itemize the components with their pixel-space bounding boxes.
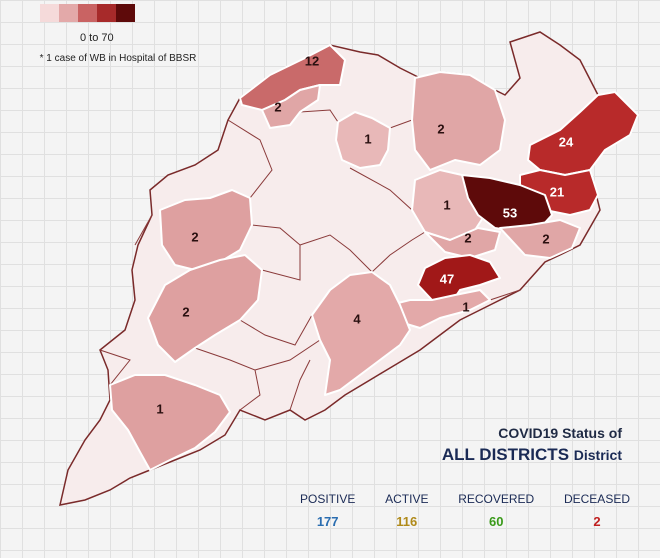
- legend-swatch: [59, 4, 78, 22]
- status-title: COVID19 Status of: [498, 425, 622, 441]
- district-border: [389, 119, 413, 129]
- district-count-label: 21: [550, 184, 564, 199]
- district-north-small: [261, 84, 321, 129]
- legend-swatch: [40, 4, 59, 22]
- legend-swatch: [97, 4, 116, 22]
- legend-swatch: [78, 4, 97, 22]
- legend: 0 to 70 * 1 case of WB in Hospital of BB…: [40, 4, 200, 64]
- stat-value: 177: [316, 514, 339, 529]
- district-count-label: 1: [462, 299, 469, 314]
- district-count-label: 2: [182, 304, 189, 319]
- district-border: [99, 349, 131, 386]
- stat-label: RECOVERED: [458, 492, 535, 506]
- stat-label: POSITIVE: [300, 492, 356, 506]
- stat-value: 2: [593, 514, 601, 529]
- status-suffix: District: [573, 447, 622, 463]
- district-border: [254, 339, 321, 371]
- stat-value: 60: [488, 514, 504, 529]
- stat-value: 116: [396, 514, 418, 529]
- district-count-label: 2: [274, 99, 281, 114]
- district-keonjhar: [411, 71, 506, 171]
- district-border: [239, 314, 313, 346]
- district-count-label: 12: [305, 53, 319, 68]
- district-west-mid: [159, 189, 253, 271]
- district-count-label: 2: [437, 121, 444, 136]
- status-panel: COVID19 Status of ALL DISTRICTS District: [442, 425, 622, 465]
- legend-range: 0 to 70: [80, 32, 114, 44]
- district-count-label: 53: [503, 205, 517, 220]
- district-count-label: 4: [353, 311, 361, 326]
- district-count-label: 1: [443, 197, 450, 212]
- district-count-label: 1: [156, 401, 163, 416]
- stat-label: DECEASED: [563, 492, 630, 506]
- status-heading: ALL DISTRICTS District: [442, 445, 622, 465]
- district-count-label: 2: [464, 230, 471, 245]
- stats-row: POSITIVE 177 ACTIVE 116 RECOVERED 60 DEC…: [300, 492, 630, 529]
- district-kendrapara: [499, 219, 581, 259]
- district-border: [134, 214, 153, 246]
- district-count-label: 2: [542, 231, 549, 246]
- legend-note: * 1 case of WB in Hospital of BBSR: [39, 53, 197, 64]
- district-border: [299, 109, 339, 123]
- district-ganjam: [311, 271, 411, 396]
- stat-positive: POSITIVE 177: [300, 492, 355, 529]
- district-khurda: [417, 254, 501, 306]
- stat-deceased: DECEASED 2: [564, 492, 630, 529]
- district-central-small: [424, 227, 501, 259]
- stat-recovered: RECOVERED 60: [458, 492, 534, 529]
- district-central-north: [335, 111, 391, 169]
- district-north-center: [239, 44, 346, 111]
- district-border: [289, 359, 311, 411]
- district-border: [489, 289, 521, 301]
- district-border: [371, 231, 426, 273]
- district-count-label: 24: [559, 134, 574, 149]
- status-main: ALL DISTRICTS: [441, 445, 570, 464]
- district-koraput: [109, 374, 231, 471]
- legend-swatch: [116, 4, 135, 22]
- district-count-label: 47: [440, 271, 454, 286]
- district-southwest: [147, 254, 263, 363]
- legend-swatches: [40, 4, 200, 22]
- stat-active: ACTIVE 116: [385, 492, 428, 529]
- district-border: [299, 234, 373, 273]
- stat-label: ACTIVE: [385, 492, 429, 506]
- district-count-label: 2: [191, 229, 198, 244]
- district-count-label: 1: [364, 131, 371, 146]
- district-puri: [389, 289, 491, 329]
